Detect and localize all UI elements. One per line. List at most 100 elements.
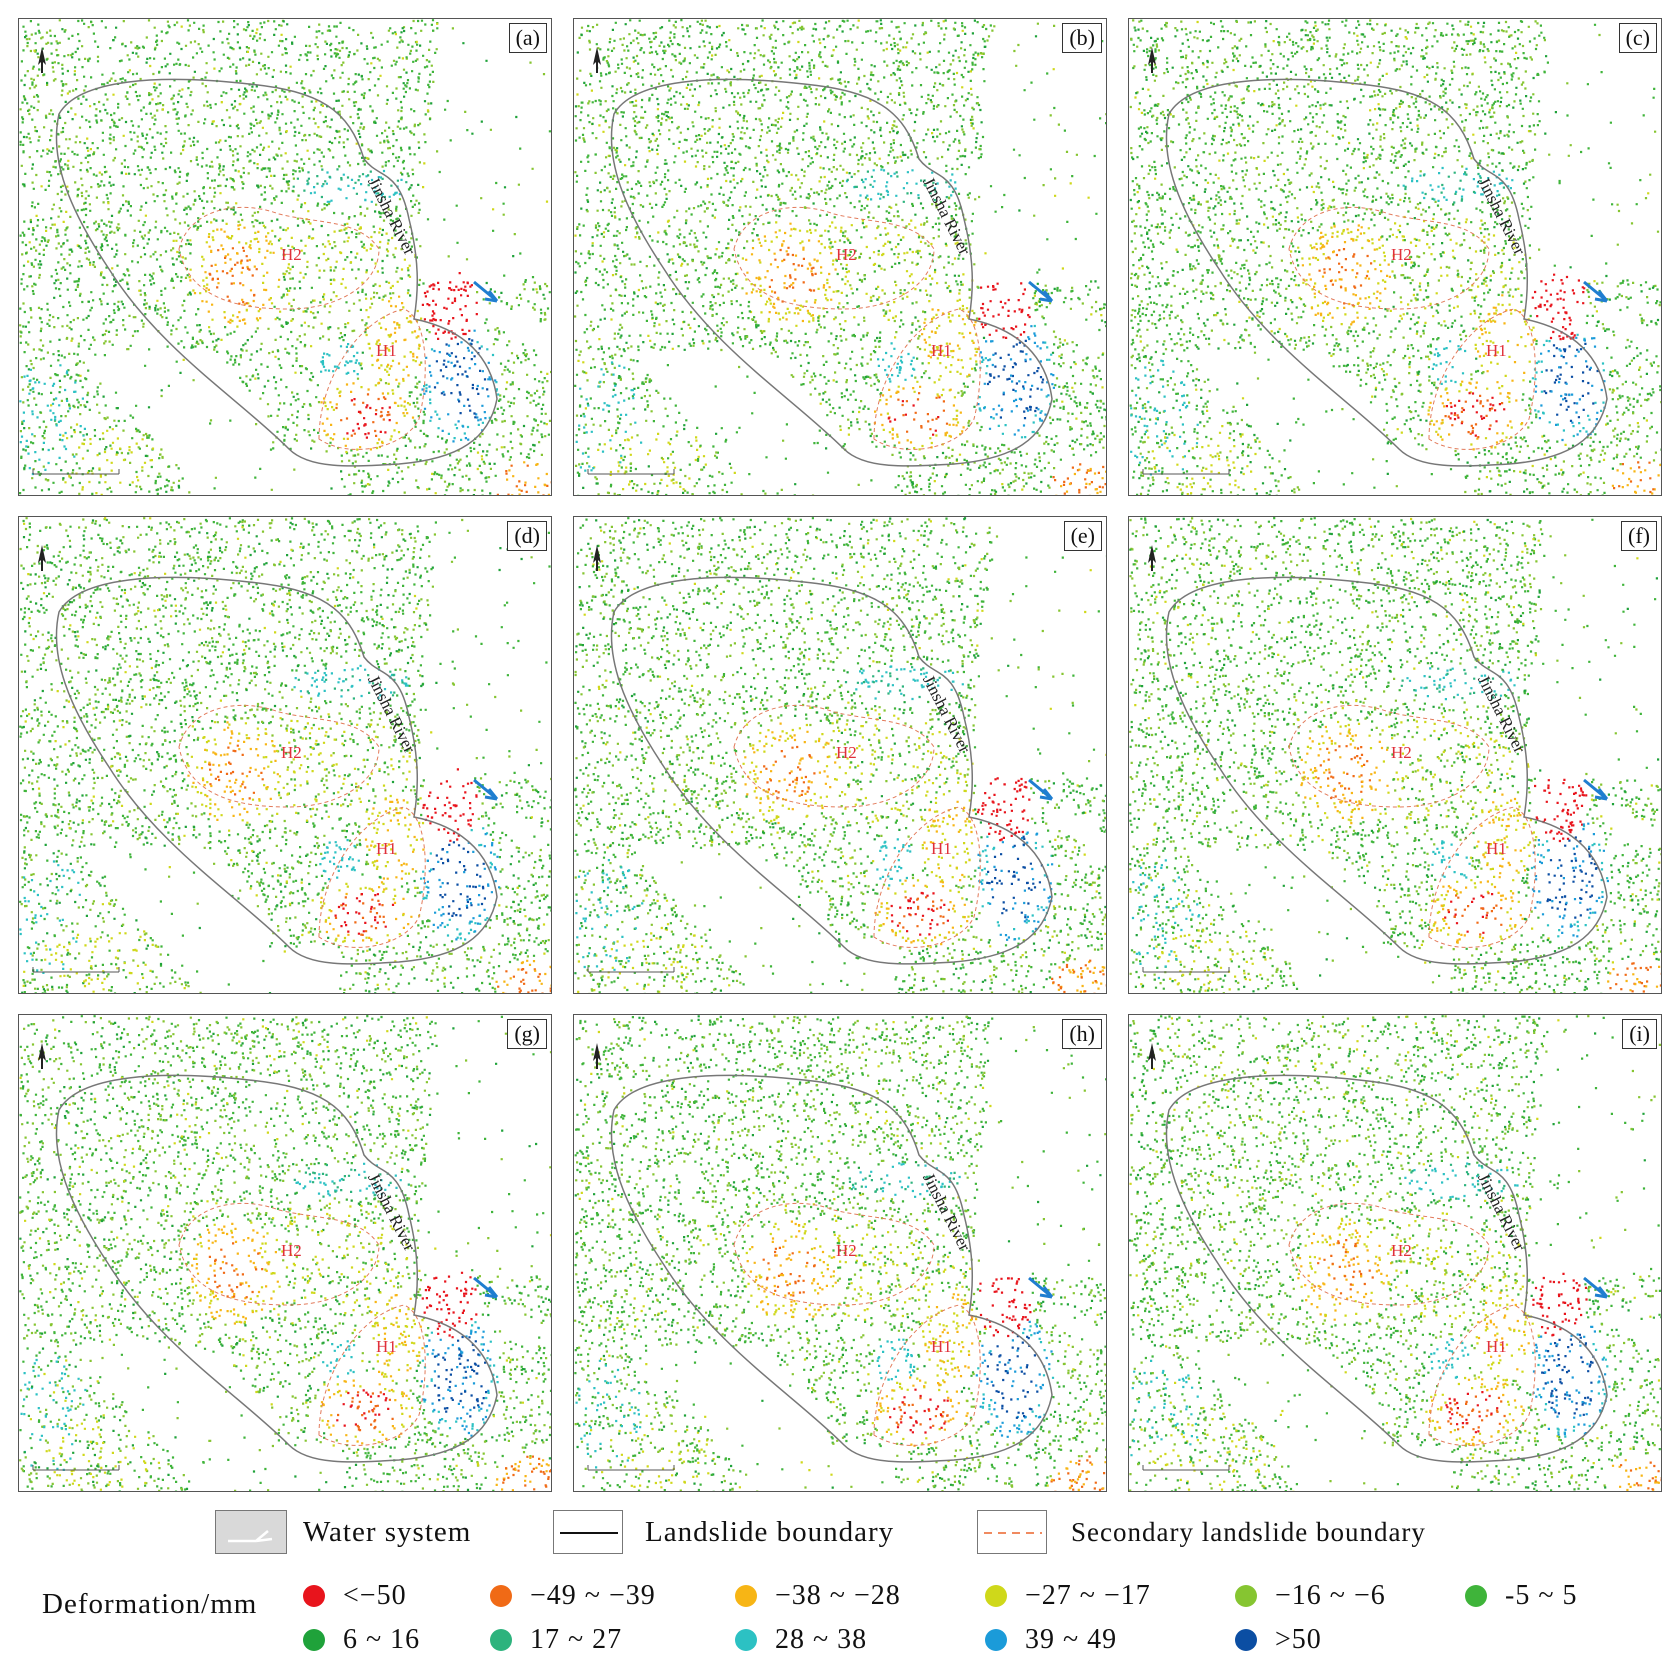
secondary-boundary-h2 xyxy=(1288,705,1490,808)
secondary-boundary-h1 xyxy=(318,806,426,948)
deformation-map xyxy=(574,19,1106,495)
deformation-class: −49 ~ −39 xyxy=(490,1580,656,1612)
class-color-dot xyxy=(735,1629,757,1651)
class-color-dot xyxy=(490,1585,512,1607)
water-system-swatch xyxy=(215,1510,287,1554)
zone-label-h1: H1 xyxy=(376,1337,397,1356)
deformation-class: >50 xyxy=(1235,1624,1322,1656)
deformation-points xyxy=(1301,224,1661,495)
river-flow-arrow xyxy=(473,280,499,303)
deformation-points xyxy=(574,19,1106,495)
zone-label-h1: H1 xyxy=(1486,341,1507,360)
landslide-boundary xyxy=(55,576,498,965)
secondary-boundary-h1 xyxy=(318,308,426,450)
secondary-boundary-h2 xyxy=(733,1203,935,1306)
river-flow-arrow xyxy=(1583,778,1609,801)
secondary-boundary-h1 xyxy=(873,308,981,450)
map-panel: (h) Jinsha River H2 H1 xyxy=(573,1014,1107,1492)
deformation-map xyxy=(574,517,1106,993)
map-panel: (e) Jinsha River H2 H1 xyxy=(573,516,1107,994)
deformation-points xyxy=(890,777,1031,936)
deformation-points xyxy=(977,831,1054,941)
legend-water-system: Water system xyxy=(215,1510,471,1554)
secondary-boundary-h1 xyxy=(1428,1304,1536,1446)
secondary-boundary-h1 xyxy=(318,1304,426,1446)
north-arrow-icon xyxy=(592,47,602,73)
deformation-points xyxy=(21,519,551,993)
deformation-points xyxy=(1300,725,1661,992)
panel-label: (h) xyxy=(1062,1019,1102,1049)
north-arrow-icon xyxy=(1147,47,1157,73)
map-panel: (f) Jinsha River H2 H1 xyxy=(1128,516,1662,994)
zone-label-h1: H1 xyxy=(1486,839,1507,858)
deformation-class: −27 ~ −17 xyxy=(985,1580,1151,1612)
secondary-boundary-swatch xyxy=(977,1510,1047,1554)
class-color-dot xyxy=(490,1629,512,1651)
north-arrow-icon xyxy=(37,47,47,73)
deformation-map xyxy=(19,1015,551,1491)
zone-label-h1: H1 xyxy=(376,839,397,858)
class-color-dot xyxy=(985,1629,1007,1651)
water-system-label: Water system xyxy=(303,1515,472,1548)
class-label: −38 ~ −28 xyxy=(775,1580,901,1611)
deformation-points xyxy=(574,1015,1106,1491)
legend-landslide-boundary: Landslide boundary xyxy=(553,1510,894,1554)
zone-label-h2: H2 xyxy=(836,1241,857,1260)
deformation-points xyxy=(421,329,497,443)
river-flow-arrow xyxy=(1028,778,1054,801)
zone-label-h2: H2 xyxy=(836,245,857,264)
map-panel: (g) Jinsha River H2 H1 xyxy=(18,1014,552,1492)
deformation-points xyxy=(1129,517,1661,993)
panel-label: (e) xyxy=(1063,521,1102,551)
class-label: −27 ~ −17 xyxy=(1025,1580,1151,1611)
zone-label-h2: H2 xyxy=(281,743,302,762)
deformation-class: 28 ~ 38 xyxy=(735,1624,867,1656)
deformation-points xyxy=(422,833,501,941)
deformation-points xyxy=(27,22,549,495)
deformation-points xyxy=(433,338,489,419)
north-arrow-icon xyxy=(592,1043,602,1069)
secondary-boundary-h1 xyxy=(873,806,981,948)
landslide-boundary xyxy=(55,1074,498,1463)
class-label: <−50 xyxy=(343,1580,407,1611)
deformation-points xyxy=(975,1320,1053,1438)
secondary-boundary-h2 xyxy=(1288,207,1490,310)
scale-bar xyxy=(32,967,120,973)
deformation-points xyxy=(1543,342,1599,422)
panel-label: (i) xyxy=(1622,1019,1657,1049)
deformation-map xyxy=(19,517,551,993)
scale-bar xyxy=(32,469,120,475)
zone-label-h1: H1 xyxy=(931,1337,952,1356)
deformation-points xyxy=(336,1271,478,1427)
landslide-boundary xyxy=(1165,78,1608,467)
secondary-boundary-h2 xyxy=(178,705,380,808)
landslide-boundary-label: Landslide boundary xyxy=(645,1515,895,1548)
class-label: 39 ~ 49 xyxy=(1025,1624,1118,1655)
north-arrow-icon xyxy=(1147,545,1157,571)
map-panel: (c) Jinsha River H2 H1 xyxy=(1128,18,1662,496)
river-flow-arrow xyxy=(1028,1276,1054,1299)
deformation-points xyxy=(334,768,478,935)
scale-bar xyxy=(587,469,675,475)
deformation-points xyxy=(1317,745,1661,993)
map-panel: (d) Jinsha River H2 H1 xyxy=(18,516,552,994)
zone-label-h2: H2 xyxy=(1391,1241,1412,1260)
class-label: 28 ~ 38 xyxy=(775,1624,868,1655)
zone-label-h1: H1 xyxy=(931,839,952,858)
scale-bar xyxy=(587,967,675,973)
deformation-class: −16 ~ −6 xyxy=(1235,1580,1386,1612)
class-color-dot xyxy=(303,1629,325,1651)
secondary-boundary-label: Secondary landslide boundary xyxy=(1071,1516,1426,1547)
legend-secondary-boundary: Secondary landslide boundary xyxy=(977,1510,1426,1554)
class-color-dot xyxy=(303,1585,325,1607)
panel-label: (a) xyxy=(508,23,547,53)
deformation-points xyxy=(986,339,1045,420)
panel-label: (g) xyxy=(507,1019,547,1049)
north-arrow-icon xyxy=(37,545,47,571)
river-flow-arrow xyxy=(473,1276,499,1299)
deformation-points xyxy=(574,19,1106,495)
river-flow-arrow xyxy=(473,778,499,801)
zone-label-h2: H2 xyxy=(1391,245,1412,264)
north-arrow-icon xyxy=(1147,1043,1157,1069)
deformation-points xyxy=(208,1242,551,1491)
